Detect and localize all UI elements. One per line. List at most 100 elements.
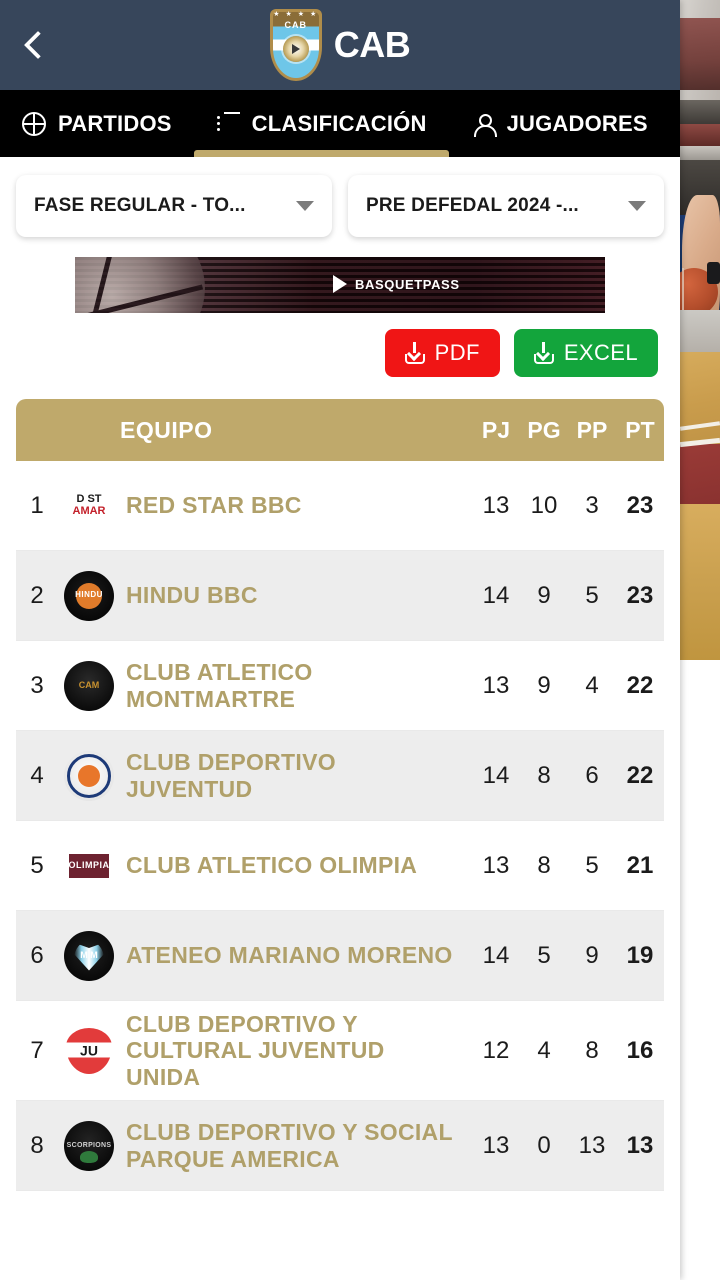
row-pp: 6 [585,761,599,789]
row-pp: 13 [578,1131,606,1159]
tab-partidos-label: PARTIDOS [58,110,172,136]
row-pt: 23 [626,581,654,609]
cab-shield-logo: ★ ★ ★ ★ CAB [269,9,322,81]
column-pg-label: PG [527,416,561,443]
tab-jugadores[interactable]: JUGADORES [449,90,670,157]
row-rank: 1 [30,491,44,519]
row-pt: 16 [626,1036,654,1064]
sun-emblem-icon [282,36,309,62]
row-pj: 12 [482,1036,510,1064]
row-team-name: CLUB DEPORTIVO Y SOCIAL PARQUE AMERICA [126,1119,453,1172]
row-team-name: CLUB DEPORTIVO Y CULTURAL JUVENTUD UNIDA [126,1011,385,1090]
column-pt-label: PT [625,416,655,443]
table-row[interactable]: 5 OLIMPIA CLUB ATLETICO OLIMPIA 13 8 5 2… [16,821,664,911]
chevron-down-icon [296,201,314,211]
row-pj: 13 [482,671,510,699]
column-team-label: EQUIPO [120,416,213,443]
row-pt: 13 [626,1131,654,1159]
tab-clasificacion-label: CLASIFICACIÓN [251,110,427,136]
standings-table: EQUIPO PJ PG PP PT 1 D ST AMAR RED STAR B… [0,377,680,1192]
parque-america-logo: SCORPIONS [64,1120,114,1171]
row-pp: 5 [585,851,599,879]
chevron-down-icon [628,201,646,211]
row-pg: 8 [537,761,551,789]
row-pj: 14 [482,581,510,609]
row-pp: 3 [585,491,599,519]
banner-brand-lockup: BASQUETPASS [333,275,460,293]
filters-row: FASE REGULAR - TO... PRE DEFEDAL 2024 -.… [0,157,680,237]
row-pp: 9 [585,941,599,969]
table-row[interactable]: 2 HINDU HINDU BBC 14 9 5 23 [16,551,664,641]
mariano-moreno-logo: M M [64,930,114,981]
column-pj-label: PJ [481,416,511,443]
banner-brand-text: BASQUETPASS [355,276,460,292]
table-row[interactable]: 7 JU CLUB DEPORTIVO Y CULTURAL JUVENTUD … [16,1001,664,1102]
table-row[interactable]: 3 CAM CLUB ATLETICO MONTMARTRE 13 9 4 22 [16,641,664,731]
export-excel-label: EXCEL [563,340,638,365]
row-team-name: CLUB DEPORTIVO JUVENTUD [126,749,336,802]
red-star-bbc-logo: D ST AMAR [64,480,114,531]
row-pp: 8 [585,1036,599,1064]
chevron-left-icon [23,30,53,60]
row-pt: 23 [626,491,654,519]
app-overlay-panel: ★ ★ ★ ★ CAB CAB PARTIDOS CLASIFICACIÓN J… [0,0,680,1280]
shield-label: CAB [284,20,307,30]
row-pg: 9 [537,581,551,609]
juventud-unida-logo: JU [64,1025,114,1076]
row-team-name: ATENEO MARIANO MORENO [126,942,453,969]
row-pj: 13 [482,1131,510,1159]
row-pj: 14 [482,941,510,969]
row-pj: 14 [482,761,510,789]
basquetpass-banner-ad[interactable]: BASQUETPASS [75,257,605,313]
row-pj: 13 [482,851,510,879]
download-icon [404,342,425,364]
table-row[interactable]: 8 SCORPIONS CLUB DEPORTIVO Y SOCIAL PARQ… [16,1101,664,1192]
row-team-name: CLUB ATLETICO MONTMARTRE [126,659,313,712]
row-rank: 5 [30,851,44,879]
row-pg: 5 [537,941,551,969]
export-excel-button[interactable]: EXCEL [513,329,658,377]
row-rank: 3 [30,671,44,699]
table-row[interactable]: 6 M M ATENEO MARIANO MORENO 14 5 9 19 [16,911,664,1001]
row-pt: 19 [626,941,654,969]
advertisement-container: BASQUETPASS [0,237,680,313]
banner-basketball-art [75,257,205,313]
row-rank: 8 [30,1131,44,1159]
back-button[interactable] [0,0,70,90]
table-row[interactable]: 4 CLUB DEPORTIVO JUVENTUD 14 8 6 22 [16,731,664,821]
filter-competition-value: PRE DEFEDAL 2024 -... [366,195,579,216]
row-team-name: RED STAR BBC [126,492,302,519]
table-row[interactable]: 1 D ST AMAR RED STAR BBC 13 10 3 23 [16,461,664,551]
shield-stars: ★ ★ ★ ★ [273,11,319,18]
row-team-name: CLUB ATLETICO OLIMPIA [126,852,418,879]
download-icon [533,342,554,364]
export-pdf-label: PDF [434,340,480,365]
filter-phase-select[interactable]: FASE REGULAR - TO... [16,175,332,237]
row-rank: 7 [30,1036,44,1064]
row-team-name: HINDU BBC [126,582,258,609]
active-tab-indicator [194,150,449,157]
hindu-bbc-logo: HINDU [64,570,114,621]
export-pdf-button[interactable]: PDF [384,329,500,377]
row-pg: 4 [537,1036,551,1064]
table-header-row: EQUIPO PJ PG PP PT [16,399,664,461]
row-pp: 5 [585,581,599,609]
row-pp: 4 [585,671,599,699]
filter-competition-select[interactable]: PRE DEFEDAL 2024 -... [348,175,664,237]
export-buttons-row: PDF EXCEL [0,313,680,377]
row-rank: 4 [30,761,44,789]
montmartre-logo: CAM [64,660,114,711]
tab-bar: PARTIDOS CLASIFICACIÓN JUGADORES [0,90,680,157]
row-rank: 2 [30,581,44,609]
brand-lockup: ★ ★ ★ ★ CAB CAB [0,0,680,90]
play-icon [333,275,347,293]
juventud-logo [64,750,114,801]
row-pt: 22 [626,671,654,699]
tab-clasificacion[interactable]: CLASIFICACIÓN [194,90,449,157]
tab-partidos[interactable]: PARTIDOS [0,90,194,157]
row-rank: 6 [30,941,44,969]
person-icon [471,112,497,137]
olimpia-logo: OLIMPIA [64,840,114,891]
app-header: ★ ★ ★ ★ CAB CAB [0,0,680,90]
tab-jugadores-label: JUGADORES [506,110,648,136]
